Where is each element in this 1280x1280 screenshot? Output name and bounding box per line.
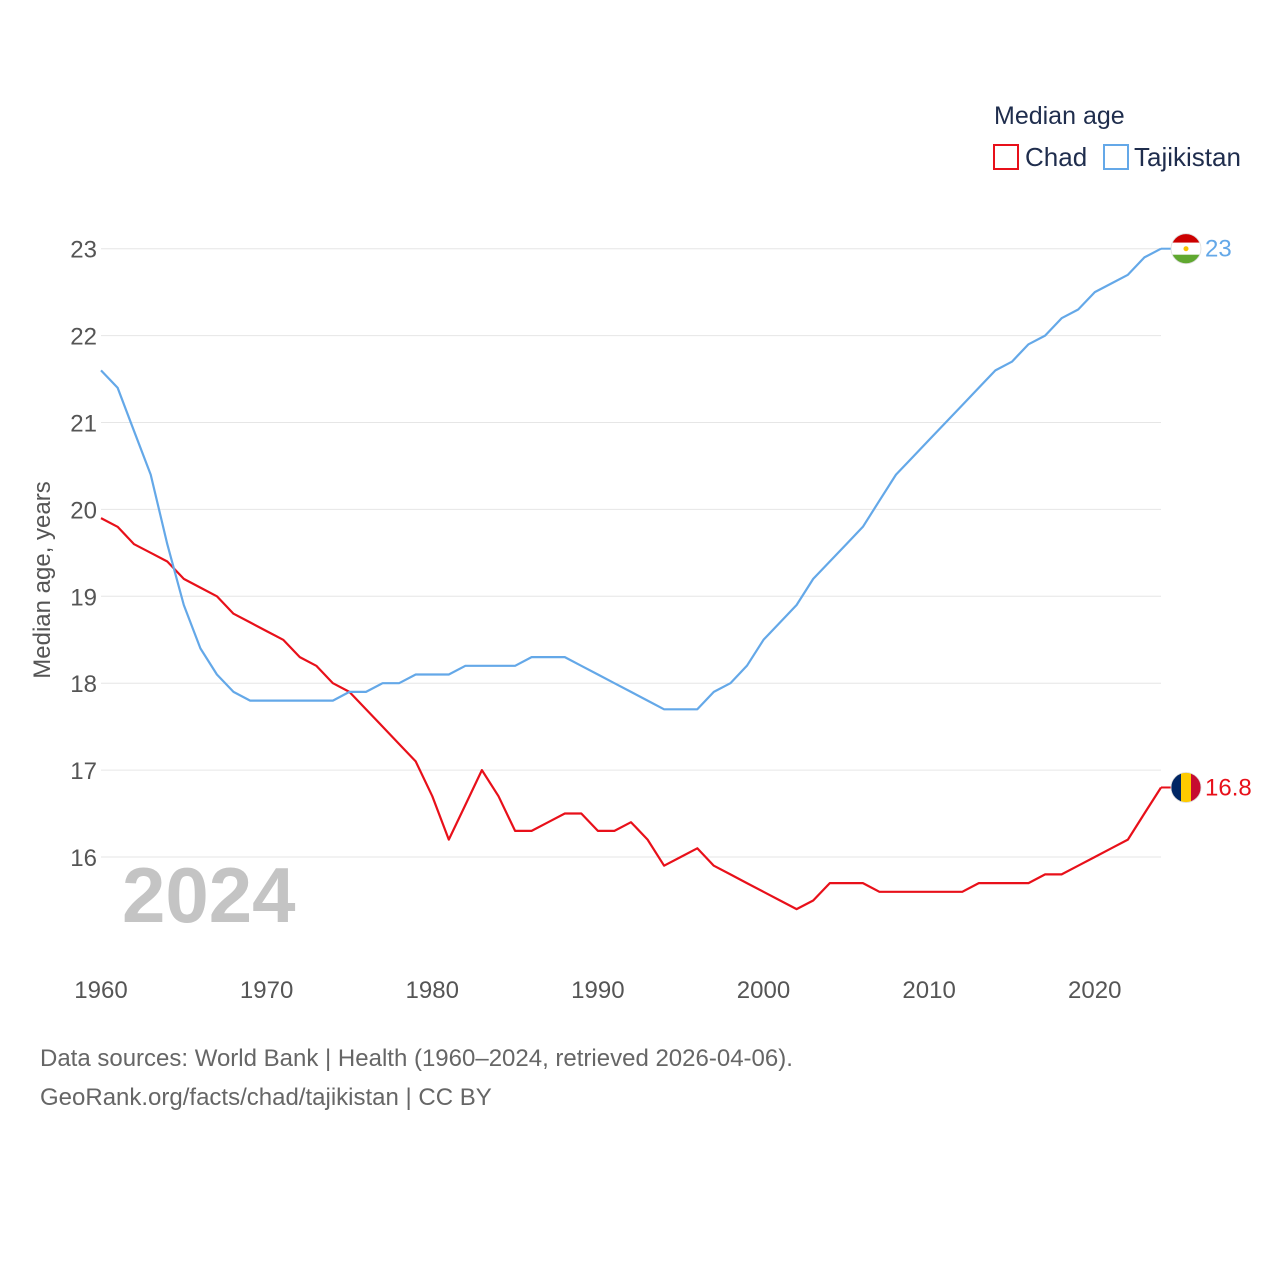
y-axis-title: Median age, years xyxy=(29,481,56,678)
footer-link[interactable]: GeoRank.org/facts/chad/tajikistan | CC B… xyxy=(40,1084,492,1111)
y-tick-label-22: 22 xyxy=(70,324,97,351)
footer-sources: Data sources: World Bank | Health (1960–… xyxy=(40,1045,793,1072)
x-tick-label-2020: 2020 xyxy=(1068,977,1121,1004)
x-axis-ticks: 1960 1970 1980 1990 2000 2010 2020 xyxy=(74,977,1121,1004)
x-tick-label-1960: 1960 xyxy=(74,977,127,1004)
chad-flag-icon xyxy=(1170,772,1202,803)
y-axis-ticks: 16 17 18 19 20 21 22 23 xyxy=(70,237,97,872)
gridlines xyxy=(101,248,1161,858)
legend-label-chad: Chad xyxy=(1025,142,1087,172)
x-tick-label-1980: 1980 xyxy=(406,977,459,1004)
series-lines xyxy=(100,247,1162,911)
legend: Median age Chad Tajikistan xyxy=(993,102,1241,172)
y-tick-label-23: 23 xyxy=(70,237,97,264)
series-line-chad xyxy=(100,517,1162,911)
end-label-tajikistan: 23 xyxy=(1205,236,1232,263)
legend-title: Median age xyxy=(994,102,1125,130)
tajikistan-flag-icon xyxy=(1170,233,1202,265)
legend-label-tajikistan: Tajikistan xyxy=(1134,142,1241,172)
x-tick-label-2000: 2000 xyxy=(737,977,790,1004)
end-labels: 16.8 23 xyxy=(1161,233,1252,803)
y-tick-label-16: 16 xyxy=(70,845,97,872)
series-line-tajikistan xyxy=(100,247,1162,711)
y-tick-label-17: 17 xyxy=(70,758,97,785)
legend-item-chad[interactable]: Chad xyxy=(993,142,1087,172)
end-label-chad: 16.8 xyxy=(1205,774,1252,801)
year-watermark: 2024 xyxy=(122,851,296,939)
y-tick-label-18: 18 xyxy=(70,671,97,698)
y-tick-label-20: 20 xyxy=(70,497,97,524)
legend-swatch-tajikistan xyxy=(1103,144,1129,170)
x-tick-label-1970: 1970 xyxy=(240,977,293,1004)
x-tick-label-2010: 2010 xyxy=(902,977,955,1004)
x-tick-label-1990: 1990 xyxy=(571,977,624,1004)
y-tick-label-21: 21 xyxy=(70,411,97,438)
y-tick-label-19: 19 xyxy=(70,584,97,611)
legend-item-tajikistan[interactable]: Tajikistan xyxy=(1103,142,1241,172)
line-chart: 16 17 18 19 20 21 22 23 1960 1970 1980 1990 2000 201… xyxy=(29,102,1252,1004)
legend-swatch-chad xyxy=(993,144,1019,170)
